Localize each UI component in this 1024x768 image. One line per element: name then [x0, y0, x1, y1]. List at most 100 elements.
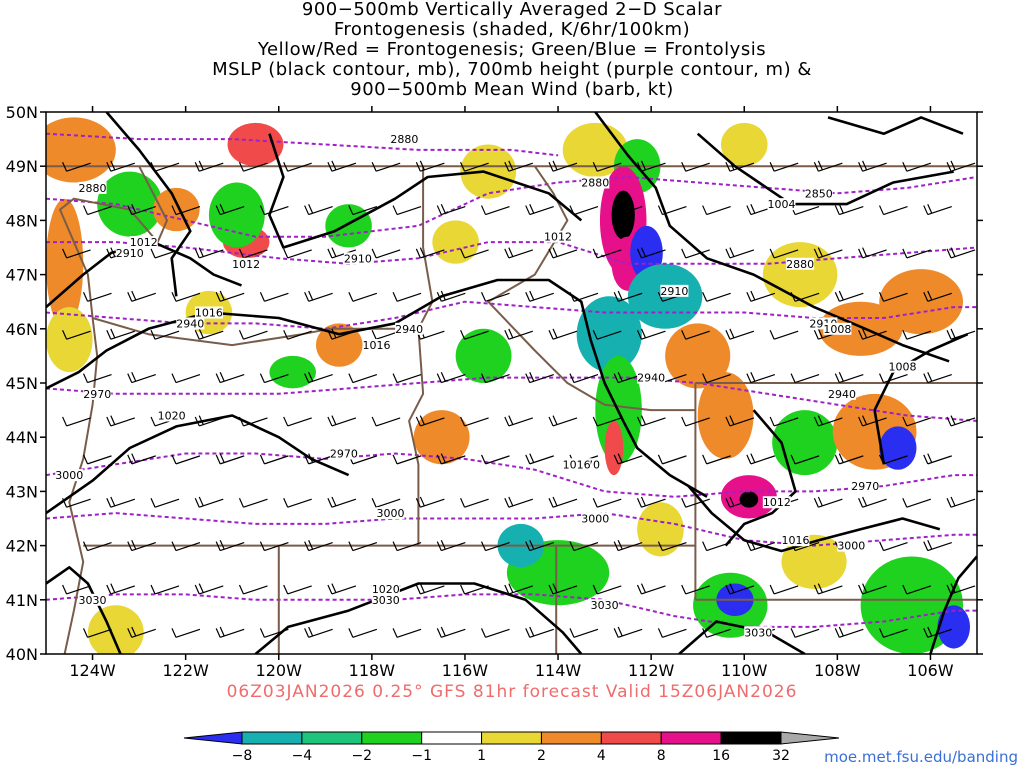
barb-shaft — [883, 542, 908, 552]
barb-flag — [238, 416, 245, 427]
wind-barb — [150, 248, 180, 259]
barb-flag — [106, 584, 112, 595]
colorbar-label: −8 — [232, 748, 253, 764]
wind-barb — [636, 328, 666, 340]
barb-flag — [304, 454, 310, 465]
barb-flag — [348, 205, 354, 215]
barb-shaft — [264, 628, 289, 638]
wind-barb — [238, 329, 268, 340]
barb-flag — [592, 584, 598, 595]
barb-flag — [817, 583, 823, 593]
barb-flag — [817, 160, 823, 171]
barb-flag — [127, 541, 133, 551]
barb-flag — [82, 628, 89, 638]
wind-barb — [613, 540, 643, 552]
mslp-contour-line — [46, 278, 708, 498]
wind-barb — [82, 205, 112, 216]
lon-tick-label: 122W — [162, 661, 209, 680]
barb-flag — [127, 205, 133, 215]
wind-barb — [259, 541, 289, 552]
barb-flag — [746, 454, 752, 465]
wind-barb — [592, 497, 622, 508]
wind-barb — [436, 453, 466, 465]
barb-flag — [82, 205, 89, 215]
barb-flag — [131, 290, 137, 301]
wind-barb — [858, 583, 887, 595]
barb-shaft — [573, 292, 599, 302]
barb-shaft — [706, 205, 731, 216]
barb-flag — [525, 205, 531, 215]
height-contour-label: 2880 — [79, 182, 107, 195]
wind-barb — [746, 540, 776, 552]
barb-flag — [82, 373, 89, 383]
wind-barb — [283, 497, 312, 508]
barb-flag — [769, 329, 775, 340]
barb-flag — [82, 454, 89, 465]
wind-barb — [681, 329, 710, 340]
frontogenesis-patch-orange — [315, 323, 363, 367]
wind-barb — [858, 160, 887, 172]
wind-barb — [436, 204, 466, 216]
barb-flag — [681, 584, 687, 595]
lat-tick-label: 50N — [6, 103, 38, 122]
axis-ticks: 40N 41N 42N 43N 44N 45N 46N 47N 48N 49N 50N 124W 122… — [6, 103, 983, 680]
barb-flag — [327, 329, 333, 340]
frontogenesis-patch-red — [227, 122, 284, 167]
barb-flag — [552, 496, 558, 507]
barb-flag — [259, 205, 265, 215]
wind-barb — [702, 373, 731, 384]
barb-flag — [552, 583, 558, 593]
colorbar-segment — [481, 731, 542, 745]
barb-flag — [219, 290, 225, 301]
mslp-contour-label: 1012 — [544, 231, 572, 244]
barb-flag — [171, 205, 177, 215]
barb-flag — [817, 496, 823, 507]
barb-shaft — [352, 374, 378, 384]
barb-shaft — [375, 417, 401, 427]
wind-barb — [946, 160, 976, 172]
wind-barb — [106, 583, 135, 595]
barb-shaft — [906, 585, 932, 595]
barb-flag — [640, 247, 647, 257]
barb-flag — [460, 248, 466, 259]
barb-shaft — [883, 455, 908, 465]
wind-barb — [923, 626, 952, 638]
height-contour-label-bg — [395, 322, 424, 335]
barb-flag — [640, 583, 647, 593]
wind-barb — [790, 454, 820, 465]
lat-tick-label: 41N — [6, 591, 38, 610]
barb-flag — [436, 628, 442, 638]
barb-shaft — [685, 498, 710, 508]
barb-flag — [657, 541, 663, 551]
barb-shaft — [773, 162, 799, 172]
wind-barb — [702, 292, 731, 302]
height-contour-label-bg — [115, 246, 144, 259]
height-contour-label: 3030 — [79, 594, 107, 607]
wind-barb — [215, 290, 245, 302]
barb-shaft — [573, 628, 599, 638]
height-contour-label-bg — [590, 599, 619, 612]
wind-barb — [878, 373, 908, 384]
barb-flag — [592, 416, 598, 427]
colorbar-label: 16 — [712, 748, 730, 764]
border-line — [92, 317, 419, 347]
height-contour-label-bg — [804, 187, 833, 200]
wind-barb — [725, 247, 755, 259]
barb-flag — [304, 373, 310, 383]
wind-barb — [460, 161, 489, 172]
height-contour-label: 3000 — [581, 513, 609, 526]
colorbar-segment — [720, 731, 782, 745]
barb-flag — [219, 626, 225, 637]
wind-barb — [569, 628, 599, 638]
barb-shaft — [175, 374, 201, 384]
barb-shaft — [154, 162, 180, 172]
barb-flag — [480, 205, 487, 215]
website-url[interactable]: moe.met.fsu.edu/banding — [824, 748, 1018, 766]
barb-flag — [946, 584, 952, 595]
barb-shaft — [706, 455, 731, 465]
barb-flag — [681, 497, 687, 508]
barb-flag — [110, 496, 116, 507]
wind-barb — [902, 584, 932, 595]
colorbar-max-arrow — [780, 731, 840, 745]
wind-barb — [504, 328, 533, 340]
